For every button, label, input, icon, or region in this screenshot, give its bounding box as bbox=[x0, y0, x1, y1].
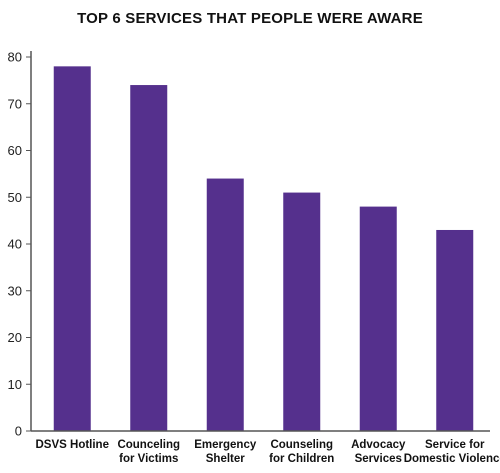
y-tick-label: 0 bbox=[15, 424, 22, 439]
y-tick-label: 70 bbox=[8, 96, 22, 111]
y-tick-label: 80 bbox=[8, 50, 22, 65]
x-category-label: Emergency Shelter bbox=[194, 439, 257, 465]
bar bbox=[359, 206, 397, 431]
bar bbox=[130, 85, 168, 432]
y-tick-label: 60 bbox=[8, 143, 22, 158]
x-category-label: DSVS Hotline bbox=[36, 439, 109, 451]
bar bbox=[283, 192, 321, 431]
x-category-label: Counceling for Victims bbox=[117, 439, 180, 465]
x-category-label: Service for Domestic Violence bbox=[404, 439, 500, 465]
y-tick-label: 10 bbox=[8, 377, 22, 392]
bar bbox=[436, 229, 474, 431]
y-axis-ticks: 0 10 20 30 40 50 60 70 80 bbox=[8, 50, 31, 439]
bar bbox=[206, 178, 244, 431]
y-tick-label: 20 bbox=[8, 330, 22, 345]
x-axis-labels: DSVS Hotline Counceling for Victims Emergen… bbox=[36, 439, 500, 465]
bars bbox=[53, 66, 474, 432]
y-tick-label: 50 bbox=[8, 190, 22, 205]
y-tick-label: 30 bbox=[8, 283, 22, 298]
x-category-label: Counseling for Children bbox=[269, 439, 334, 465]
bar bbox=[53, 66, 91, 431]
y-tick-label: 40 bbox=[8, 237, 22, 252]
x-category-label: Advocacy Services bbox=[351, 439, 406, 465]
chart-title: TOP 6 SERVICES THAT PEOPLE WERE AWARE bbox=[77, 10, 423, 27]
